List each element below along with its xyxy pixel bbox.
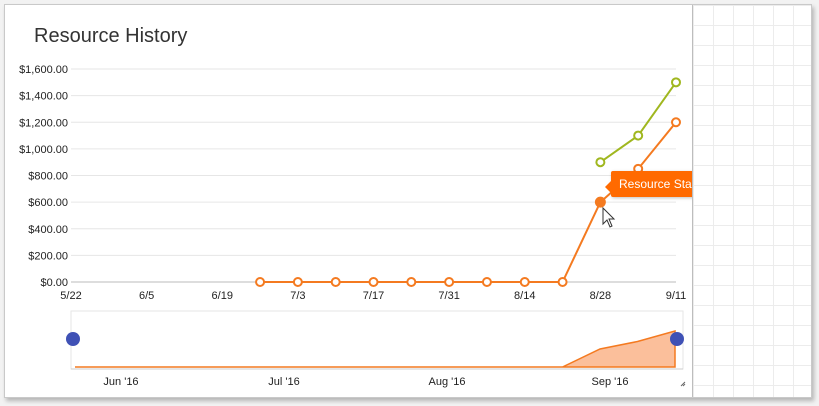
data-point[interactable] [481, 277, 492, 287]
y-tick-label: $400.00 [28, 224, 68, 236]
data-point[interactable] [444, 277, 455, 287]
y-tick-label: $1,400.00 [19, 91, 68, 103]
data-point[interactable] [519, 277, 530, 287]
navigator-month-label: Jul '16 [268, 376, 299, 388]
x-tick-label: 6/5 [139, 290, 154, 302]
data-point[interactable] [406, 277, 417, 287]
data-point[interactable] [292, 277, 303, 287]
data-point[interactable] [595, 157, 606, 168]
x-tick-label: 5/22 [60, 290, 81, 302]
y-tick-label: $1,200.00 [19, 117, 68, 129]
mouse-cursor-icon [602, 206, 616, 228]
resize-grip-icon[interactable] [680, 381, 686, 387]
navigator-area [75, 330, 676, 368]
navigator-month-label: Sep '16 [592, 376, 629, 388]
resource-history-chart: $0.00 $200.00 $400.00 $600.00 $800.00 $1,000.… [19, 64, 687, 388]
data-point[interactable] [255, 277, 266, 287]
chart-title: Resource History [34, 25, 188, 47]
navigator-month-label: Aug '16 [429, 376, 466, 388]
y-tick-label: $600.00 [28, 197, 68, 209]
y-tick-label: $800.00 [28, 171, 68, 183]
data-point[interactable] [330, 277, 341, 287]
x-tick-label: 8/14 [514, 290, 535, 302]
navigator-left-handle[interactable] [66, 332, 80, 346]
y-tick-label: $1,000.00 [19, 144, 68, 156]
x-tick-label: 7/31 [438, 290, 459, 302]
x-tick-label: 8/28 [590, 290, 611, 302]
y-tick-label: $0.00 [40, 277, 68, 289]
data-point[interactable] [671, 77, 681, 88]
data-point[interactable] [671, 117, 681, 128]
side-grid-panel [692, 5, 811, 397]
data-point[interactable] [557, 277, 568, 287]
data-point[interactable] [633, 130, 644, 141]
y-tick-label: $200.00 [28, 250, 68, 262]
resource-history-panel: Resource History $0.00 $200.00 $400.00 $600… [4, 4, 812, 398]
series-line-1 [260, 121, 677, 283]
data-point[interactable] [594, 196, 606, 208]
navigator-right-handle[interactable] [670, 332, 684, 346]
navigator-month-label: Jun '16 [103, 376, 138, 388]
y-tick-label: $1,600.00 [19, 64, 68, 76]
x-tick-label: 7/3 [290, 290, 305, 302]
data-point[interactable] [368, 277, 379, 287]
x-tick-label: 9/11 [666, 290, 687, 302]
x-tick-label: 6/19 [212, 290, 233, 302]
x-tick-label: 7/17 [363, 290, 384, 302]
